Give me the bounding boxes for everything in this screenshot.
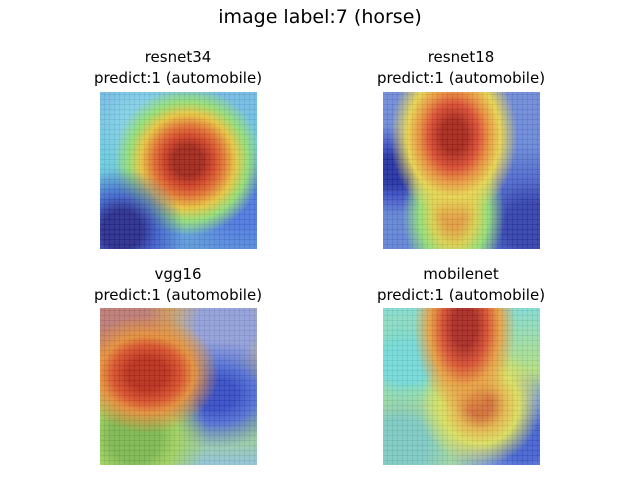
panel-resnet34: resnet34 predict:1 (automobile) xyxy=(38,47,318,89)
panel-prediction: predict:1 (automobile) xyxy=(93,286,263,304)
figure-title: image label:7 (horse) xyxy=(218,6,422,28)
panel-model-name: mobilenet xyxy=(423,265,499,283)
panel-mobilenet: mobilenet predict:1 (automobile) xyxy=(321,264,601,306)
panel-model-name: vgg16 xyxy=(154,265,202,283)
panel-resnet18: resnet18 predict:1 (automobile) xyxy=(321,47,601,89)
panel-model-name: resnet18 xyxy=(427,48,495,66)
heatmap-resnet18 xyxy=(383,92,540,249)
heatmap-mobilenet xyxy=(383,308,540,465)
heatmap-vgg16 xyxy=(100,308,257,465)
panel-model-name: resnet34 xyxy=(144,48,212,66)
panel-prediction: predict:1 (automobile) xyxy=(376,286,546,304)
heatmap-resnet34 xyxy=(100,92,257,249)
panel-prediction: predict:1 (automobile) xyxy=(376,69,546,87)
panel-vgg16: vgg16 predict:1 (automobile) xyxy=(38,264,318,306)
panel-prediction: predict:1 (automobile) xyxy=(93,69,263,87)
